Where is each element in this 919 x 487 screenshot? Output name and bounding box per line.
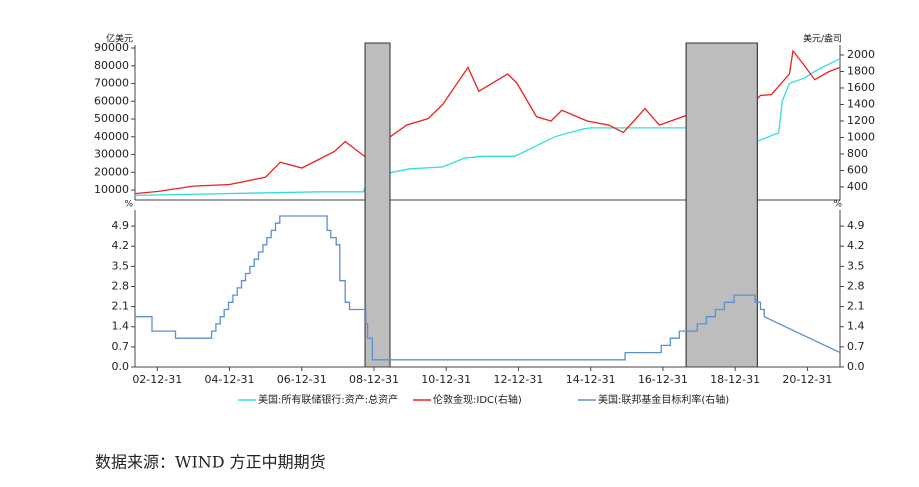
y2-tick-label: 2.1 [847, 300, 865, 313]
x-tick-label: 14-12-31 [566, 373, 616, 386]
y-tick-label: 4.9 [112, 219, 130, 232]
y2-tick-label: 1.4 [847, 320, 865, 333]
y-tick-label: 2.1 [112, 300, 130, 313]
x-tick-label: 06-12-31 [277, 373, 327, 386]
y2-tick-label: 1800 [847, 64, 875, 77]
y2-tick-label: 1400 [847, 97, 875, 110]
y-axis-unit: 亿美元 [106, 33, 133, 45]
y2-tick-label: 1600 [847, 81, 875, 94]
y2-tick-label: 800 [847, 147, 868, 160]
y-tick-label: 4.2 [112, 239, 130, 252]
y-tick-label: 80000 [94, 59, 129, 72]
y-tick-label: 40000 [94, 130, 129, 143]
y-tick-label: 3.5 [112, 259, 130, 272]
y2-tick-label: 4.2 [847, 239, 865, 252]
x-tick-label: 04-12-31 [205, 373, 255, 386]
y2-tick-label: 1200 [847, 114, 875, 127]
x-tick-label: 12-12-31 [493, 373, 543, 386]
y-tick-label: 30000 [94, 148, 129, 161]
legend-label: 美国:所有联储银行:资产:总资产 [258, 393, 398, 406]
y2-axis-unit: 美元/盎司 [803, 33, 842, 45]
y-tick-label: 1.4 [112, 320, 130, 333]
y-tick-label: 10000 [94, 183, 129, 196]
x-tick-label: 18-12-31 [710, 373, 760, 386]
y2-tick-label: 400 [847, 180, 868, 193]
x-tick-label: 20-12-31 [782, 373, 832, 386]
y2-tick-label: 4.9 [847, 219, 865, 232]
y2-tick-label: 0.7 [847, 340, 865, 353]
x-tick-label: 10-12-31 [421, 373, 471, 386]
shaded-period [685, 42, 758, 368]
y-tick-label: 60000 [94, 94, 129, 107]
series-line [135, 215, 841, 361]
x-tick-label: 16-12-31 [638, 373, 688, 386]
x-tick-label: 02-12-31 [132, 373, 182, 386]
y-axis-unit: % [124, 200, 133, 210]
y2-tick-label: 1000 [847, 130, 875, 143]
legend-label: 美国:联邦基金目标利率(右轴) [598, 393, 729, 406]
y-tick-label: 20000 [94, 165, 129, 178]
y-tick-label: 0.0 [112, 360, 130, 373]
y2-tick-label: 0.0 [847, 360, 865, 373]
x-tick-label: 08-12-31 [349, 373, 399, 386]
y2-tick-label: 2.8 [847, 279, 865, 292]
source-note: 数据来源：WIND 方正中期期货 [95, 453, 326, 472]
y-tick-label: 0.7 [112, 340, 130, 353]
y2-tick-label: 3.5 [847, 259, 865, 272]
series-line [134, 49, 841, 195]
shaded-period [364, 42, 391, 368]
y2-axis-unit: % [833, 200, 842, 210]
y-tick-label: 90000 [94, 41, 129, 54]
y2-tick-label: 2000 [847, 48, 875, 61]
y2-tick-label: 600 [847, 163, 868, 176]
legend-label: 伦敦金现:IDC(右轴) [433, 393, 522, 406]
y-tick-label: 50000 [94, 112, 129, 125]
y-tick-label: 2.8 [112, 279, 130, 292]
y-tick-label: 70000 [94, 77, 129, 90]
